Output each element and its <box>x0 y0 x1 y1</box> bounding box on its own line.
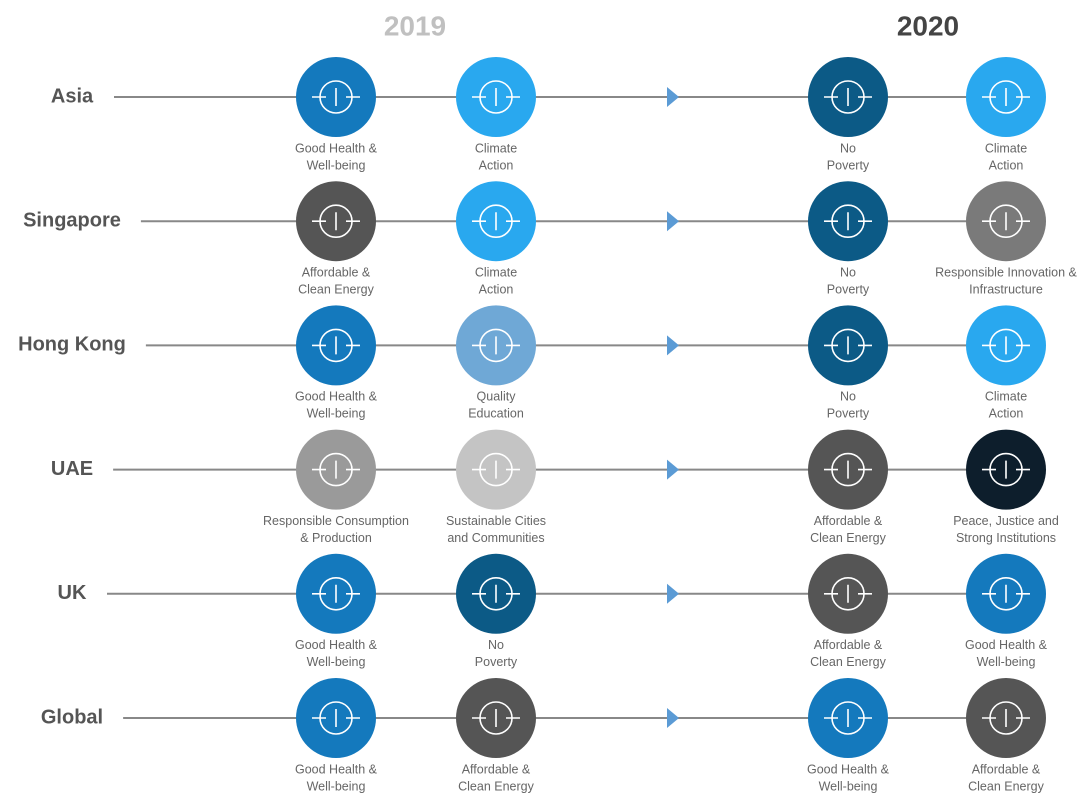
goal-label: Climate <box>985 141 1027 155</box>
goal-label: Climate <box>985 390 1027 404</box>
goal-label: Strong Institutions <box>956 531 1056 545</box>
row: Singapore Affordable & Clean Energy Climate… <box>23 181 1078 296</box>
region-label: Singapore <box>23 209 121 231</box>
goal-label: Well-being <box>307 779 366 793</box>
icon-glyph <box>982 336 1030 355</box>
icon-glyph <box>312 709 360 727</box>
goal-label: Sustainable Cities <box>446 514 546 528</box>
goal-label: Education <box>468 407 524 421</box>
goal-label: Action <box>989 407 1024 421</box>
arrow <box>667 211 679 232</box>
arrow <box>667 583 679 604</box>
region-label: Asia <box>51 85 94 107</box>
goal-label: Action <box>479 158 514 172</box>
goal-label: Quality <box>477 390 517 404</box>
goal-label: Action <box>479 282 514 296</box>
icon-glyph <box>982 584 1030 603</box>
arrow <box>667 87 679 107</box>
icon-glyph <box>824 336 872 355</box>
goal-label: Infrastructure <box>969 282 1043 296</box>
goal-label: Good Health & <box>295 141 378 155</box>
icon-glyph <box>472 460 520 479</box>
goal-label: Clean Energy <box>968 779 1044 793</box>
goal-label: Action <box>989 158 1024 172</box>
goal-label: Responsible Innovation & <box>935 265 1077 279</box>
goal-label: Good Health & <box>295 638 378 652</box>
icon-glyph <box>472 709 520 727</box>
goal-label: Poverty <box>827 407 870 421</box>
icon-glyph <box>472 212 520 231</box>
region-label: UAE <box>51 458 93 480</box>
goal-label: and Communities <box>447 531 544 545</box>
row: Hong Kong Good Health & Well-being Quality E… <box>18 305 1046 421</box>
icon-glyph <box>312 88 360 106</box>
goal-label: Well-being <box>307 655 366 669</box>
icon-glyph <box>472 584 520 603</box>
region-label: Hong Kong <box>18 334 126 356</box>
goal-label: Climate <box>475 265 517 279</box>
goal-label: Poverty <box>475 655 518 669</box>
goal-label: No <box>488 638 504 652</box>
row: UK Good Health & Well-being No Poverty Afford… <box>58 553 1048 669</box>
goal-label: Good Health & <box>807 762 890 776</box>
goal-label: Climate <box>475 141 517 155</box>
goal-label: Good Health & <box>965 638 1048 652</box>
goal-label: Well-being <box>977 655 1036 669</box>
goal-label: Affordable & <box>302 265 371 279</box>
goal-label: Clean Energy <box>810 655 886 669</box>
goal-label: Poverty <box>827 158 870 172</box>
goal-label: Well-being <box>307 407 366 421</box>
icon-glyph <box>824 709 872 727</box>
row: UAE Responsible Consumption & Production Su… <box>51 429 1059 545</box>
icon-glyph <box>472 336 520 355</box>
icon-glyph <box>982 709 1030 727</box>
goal-label: Affordable & <box>462 762 531 776</box>
goal-label: Affordable & <box>814 638 883 652</box>
arrow <box>667 335 679 356</box>
goal-label: Peace, Justice and <box>953 514 1059 528</box>
year-header: 2019 <box>384 10 446 41</box>
goal-label: No <box>840 141 856 155</box>
icon-glyph <box>312 584 360 603</box>
region-label: UK <box>58 582 87 604</box>
icon-glyph <box>312 212 360 231</box>
goal-label: Clean Energy <box>458 779 534 793</box>
region-label: Global <box>41 706 103 728</box>
year-header: 2020 <box>897 10 959 41</box>
goal-label: No <box>840 265 856 279</box>
goal-label: Good Health & <box>295 762 378 776</box>
goal-label: Well-being <box>819 779 878 793</box>
goal-label: Good Health & <box>295 390 378 404</box>
goal-label: Well-being <box>307 158 366 172</box>
goal-label: Clean Energy <box>298 282 374 296</box>
icon-glyph <box>982 460 1030 479</box>
goal-label: Affordable & <box>814 514 883 528</box>
icon-glyph <box>824 584 872 603</box>
icon-glyph <box>824 460 872 479</box>
row: Global Good Health & Well-being Affordable … <box>41 678 1046 793</box>
icon-glyph <box>312 336 360 355</box>
icon-glyph <box>472 88 520 106</box>
row: Asia Good Health & Well-being Climate Action… <box>51 57 1046 172</box>
arrow <box>667 459 679 480</box>
goal-label: Poverty <box>827 282 870 296</box>
icon-glyph <box>982 212 1030 231</box>
goal-label: No <box>840 390 856 404</box>
arrow <box>667 708 679 728</box>
goal-label: & Production <box>300 531 372 545</box>
goal-label: Clean Energy <box>810 531 886 545</box>
icon-glyph <box>824 212 872 231</box>
goal-label: Affordable & <box>972 762 1041 776</box>
icon-glyph <box>824 88 872 106</box>
icon-glyph <box>982 88 1030 106</box>
icon-glyph <box>312 460 360 479</box>
goal-label: Responsible Consumption <box>263 514 409 528</box>
